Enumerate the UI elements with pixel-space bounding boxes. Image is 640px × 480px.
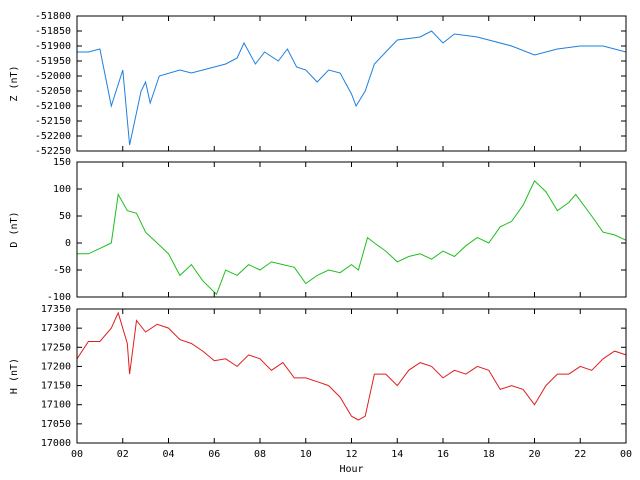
y-tick-label: -52250 <box>35 146 71 157</box>
x-tick-label: 12 <box>345 449 357 460</box>
y-tick-label: 150 <box>53 157 71 168</box>
plot-frame <box>76 308 627 444</box>
y-tick-label: 17100 <box>41 400 71 411</box>
x-tick-label: 00 <box>620 449 632 460</box>
plot-frame <box>76 161 627 298</box>
y-tick-label: 50 <box>59 211 71 222</box>
y-tick-label: 17150 <box>41 381 71 392</box>
y-tick-label: 17050 <box>41 419 71 430</box>
plot-frame <box>76 15 627 152</box>
data-line <box>77 30 627 146</box>
y-tick-label: -52100 <box>35 101 71 112</box>
y-tick-label: -51950 <box>35 56 71 67</box>
y-tick-label: 17200 <box>41 361 71 372</box>
x-tick-label: 20 <box>528 449 540 460</box>
x-tick-label: 14 <box>391 449 403 460</box>
y-tick-label: -52200 <box>35 131 71 142</box>
y-axis-label: D (nT) <box>9 211 20 247</box>
y-tick-label: -52050 <box>35 86 71 97</box>
y-tick-label: -51900 <box>35 41 71 52</box>
y-tick-label: -51850 <box>35 26 71 37</box>
x-tick-label: 16 <box>437 449 449 460</box>
y-tick-label: 0 <box>65 238 71 249</box>
y-tick-label: -51800 <box>35 11 71 22</box>
x-tick-label: 08 <box>254 449 266 460</box>
x-tick-label: 18 <box>483 449 495 460</box>
x-tick-label: 02 <box>117 449 129 460</box>
y-axis-label: Z (nT) <box>9 65 20 101</box>
x-tick-label: 22 <box>574 449 586 460</box>
y-tick-label: 100 <box>53 184 71 195</box>
y-tick-label: -52000 <box>35 71 71 82</box>
y-tick-label: -52150 <box>35 116 71 127</box>
x-tick-label: 10 <box>300 449 312 460</box>
y-tick-label: -100 <box>47 292 71 303</box>
x-tick-label: 00 <box>71 449 83 460</box>
x-tick-label: 06 <box>208 449 220 460</box>
x-axis-label: Hour <box>339 464 363 475</box>
y-tick-label: 17250 <box>41 342 71 353</box>
x-tick-label: 04 <box>162 449 174 460</box>
y-axis-label: H (nT) <box>9 358 20 394</box>
data-line <box>76 311 627 421</box>
y-tick-label: 17350 <box>41 304 71 315</box>
y-tick-label: 17000 <box>41 438 71 449</box>
y-tick-label: -50 <box>53 265 71 276</box>
y-tick-label: 17300 <box>41 323 71 334</box>
data-line <box>77 180 627 296</box>
